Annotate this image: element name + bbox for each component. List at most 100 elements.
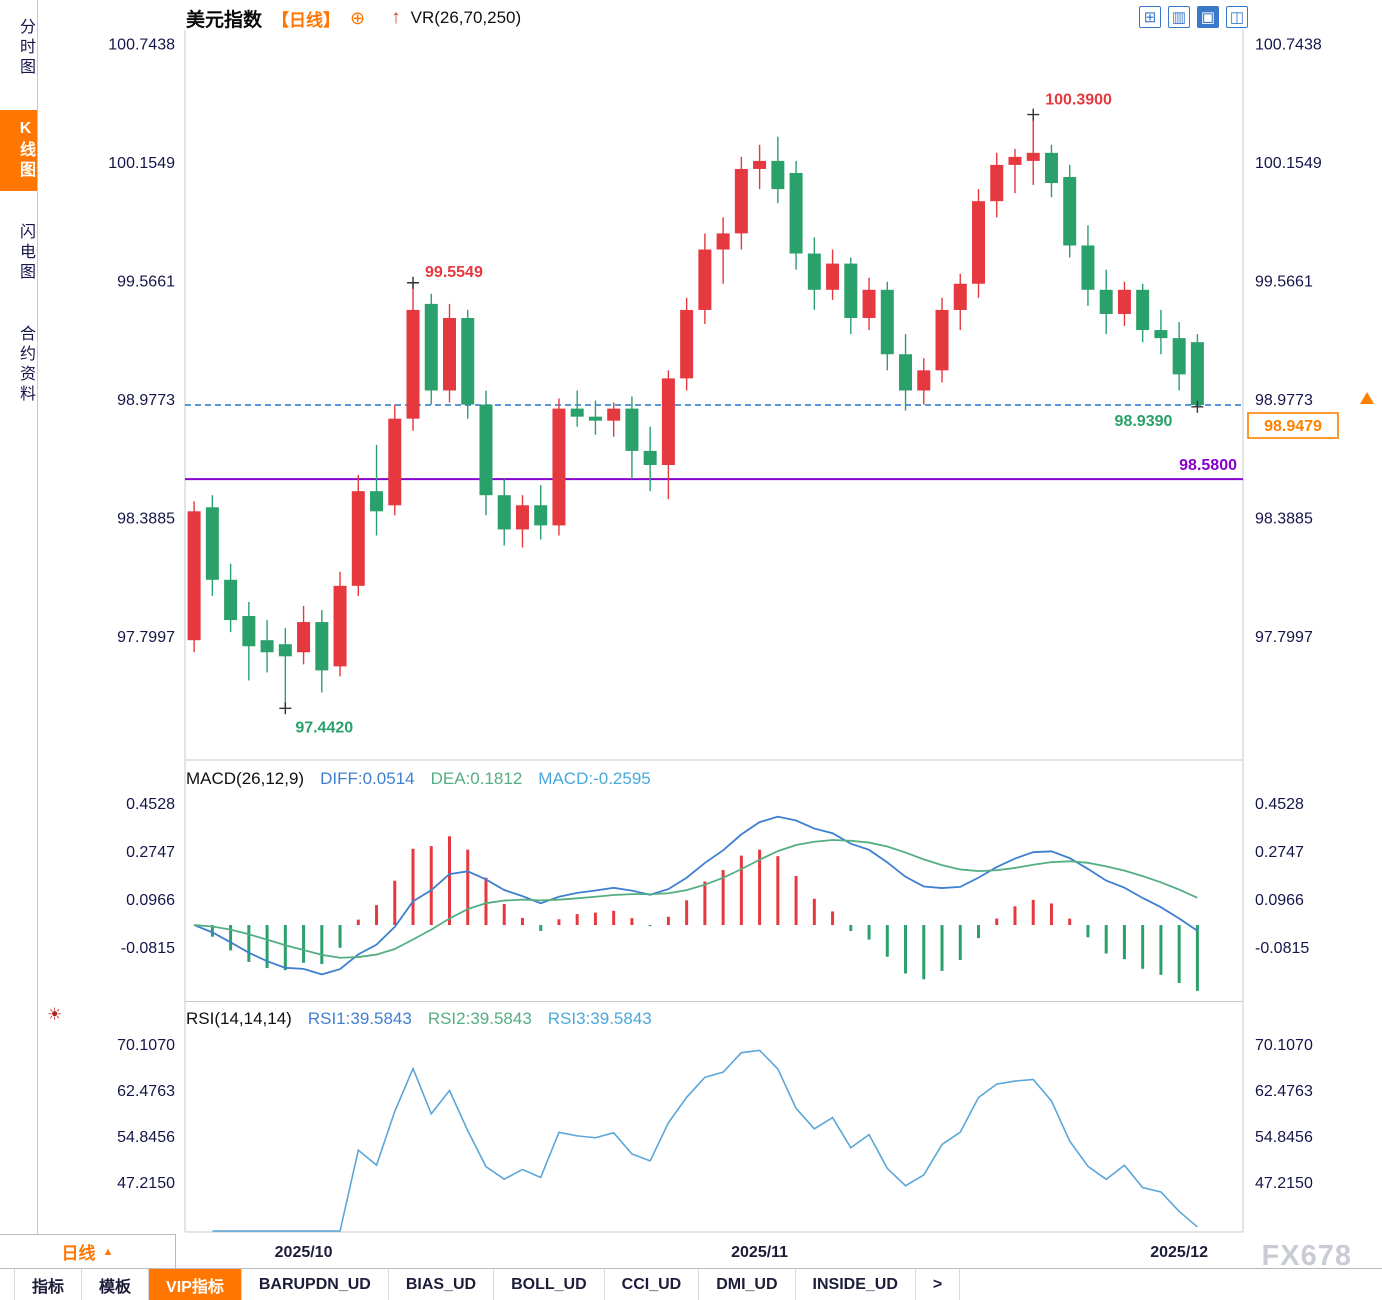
candle-body <box>315 622 329 671</box>
candle-body <box>862 289 876 318</box>
layout-columns-icon[interactable]: ▥ <box>1168 6 1190 28</box>
rsi-title[interactable]: RSI(14,14,14) <box>186 1009 292 1028</box>
up-arrow-icon: ↑ <box>391 7 401 28</box>
candle-body <box>570 408 584 417</box>
rsi2-readout: RSI2:39.5843 <box>427 1009 532 1028</box>
candle-body <box>789 172 803 254</box>
axis-tick-label: 54.8456 <box>117 1129 175 1146</box>
candle-body <box>1099 289 1113 314</box>
layout-split-icon[interactable]: ◫ <box>1226 6 1248 28</box>
axis-tick-label: 0.4528 <box>1255 796 1304 813</box>
axis-tick-label: 100.7438 <box>108 36 175 53</box>
candle-body <box>899 354 913 391</box>
axis-tick-label: 100.1549 <box>1255 155 1322 172</box>
candle-body <box>716 233 730 250</box>
layout-chart-icon[interactable]: ▣ <box>1197 6 1219 28</box>
candle-body <box>588 416 602 421</box>
axis-tick-label: 99.5661 <box>1255 274 1313 291</box>
tab-inside[interactable]: INSIDE_UD <box>796 1269 916 1300</box>
candle-body <box>771 160 785 190</box>
sidebar-item-timeshare[interactable]: 分时图 <box>17 18 34 78</box>
chart-header: 美元指数 【日线】 ⊕ ↑ VR(26,70,250) <box>186 4 521 32</box>
tab-boll[interactable]: BOLL_UD <box>494 1269 605 1300</box>
axis-tick-label: -0.0815 <box>1255 940 1309 957</box>
candle-body <box>990 164 1004 202</box>
candle-body <box>625 408 639 451</box>
axis-tick-label: 0.2747 <box>1255 844 1304 861</box>
overlay-indicator-label[interactable]: VR(26,70,250) <box>410 8 522 27</box>
macd-diff-readout: DIFF:0.0514 <box>320 769 415 788</box>
period-tag[interactable]: 【日线】 <box>272 10 341 30</box>
swing-high-label: 99.5549 <box>425 264 483 281</box>
extreme-marker-icon <box>1191 400 1204 413</box>
chart-canvas[interactable]: 100.7438 100.7438 100.1549 100.1549 99.5661 9… <box>38 0 1382 1268</box>
tab-indicators[interactable]: 指标 <box>14 1269 83 1300</box>
support-line-label: 98.5800 <box>1179 457 1237 474</box>
layout-quad-icon[interactable]: ⊞ <box>1139 6 1161 28</box>
rsi-header: RSI(14,14,14) RSI1:39.5843 RSI2:39.5843 … <box>186 1009 652 1029</box>
candle-body <box>333 585 347 667</box>
axis-tick-label: 0.0966 <box>126 892 175 909</box>
tab-templates[interactable]: 模板 <box>82 1269 150 1300</box>
candle-body <box>1154 330 1168 339</box>
axis-tick-label: 98.9773 <box>1255 392 1313 409</box>
price-tag-value: 98.9479 <box>1264 418 1322 435</box>
axis-tick-label: -0.0815 <box>121 940 175 957</box>
rsi-line <box>212 1049 1198 1232</box>
candle-body <box>1026 152 1040 161</box>
axis-tick-label: 47.2150 <box>117 1175 175 1192</box>
axis-tick-label: 100.1549 <box>108 155 175 172</box>
watermark: FX678 <box>1261 1240 1352 1272</box>
sidebar-item-kline[interactable]: K线图 <box>0 110 37 191</box>
sidebar-item-lightning[interactable]: 闪电图 <box>17 223 34 283</box>
axis-tick-label: 0.0966 <box>1255 892 1304 909</box>
add-indicator-icon[interactable]: ⊕ <box>350 7 366 28</box>
low-label: 97.4420 <box>295 719 353 736</box>
axis-tick-label: 97.7997 <box>1255 629 1313 646</box>
axis-tick-label: 70.1070 <box>1255 1037 1313 1054</box>
candle-body <box>443 317 456 391</box>
candle-body <box>680 309 694 379</box>
candle-body <box>205 507 219 580</box>
macd-dea-line <box>194 839 1198 959</box>
candle-body <box>643 450 657 465</box>
candle-body <box>388 418 402 506</box>
tab-barupdn[interactable]: BARUPDN_UD <box>242 1269 389 1300</box>
macd-histogram <box>210 836 1199 991</box>
axis-tick-label: 62.4763 <box>1255 1083 1313 1100</box>
sidebar: 分时图 K线图 闪电图 合约资料 <box>0 0 38 1234</box>
macd-hist-readout: MACD:-0.2595 <box>538 769 651 788</box>
tab-bias[interactable]: BIAS_UD <box>389 1269 495 1300</box>
candle-body <box>187 511 201 641</box>
axis-tick-label: 0.4528 <box>126 796 175 813</box>
tab-cci[interactable]: CCI_UD <box>605 1269 700 1300</box>
axis-tick-label: 70.1070 <box>117 1037 175 1054</box>
macd-header: MACD(26,12,9) DIFF:0.0514 DEA:0.1812 MAC… <box>186 769 651 789</box>
period-selector[interactable]: 日线 ▲ <box>0 1234 176 1268</box>
candle-body <box>753 160 767 169</box>
rsi1-readout: RSI1:39.5843 <box>307 1009 412 1028</box>
candle-body <box>1117 289 1131 314</box>
candle-body <box>224 579 238 621</box>
macd-title[interactable]: MACD(26,12,9) <box>186 769 305 788</box>
candle-body <box>1008 156 1022 165</box>
candle-body <box>607 408 621 421</box>
chevron-up-icon: ▲ <box>102 1245 114 1258</box>
axis-tick-label: 47.2150 <box>1255 1175 1313 1192</box>
sidebar-item-contract-info[interactable]: 合约资料 <box>17 325 34 405</box>
candle-body <box>807 253 821 290</box>
axis-tick-label: 98.3885 <box>1255 511 1313 528</box>
candle-body <box>844 263 858 318</box>
tab-dmi[interactable]: DMI_UD <box>699 1269 796 1300</box>
x-axis-month-label: 2025/11 <box>731 1244 788 1261</box>
candle-body <box>917 370 931 391</box>
candle-body <box>497 495 511 530</box>
candle-body <box>880 289 894 355</box>
candle-body <box>661 378 675 465</box>
candle-body <box>1044 152 1058 184</box>
axis-tick-label: 62.4763 <box>117 1083 175 1100</box>
indicator-settings-icon[interactable]: ☀ <box>47 1005 63 1024</box>
candle-body <box>406 309 420 419</box>
tab-vip-indicators[interactable]: VIP指标 <box>149 1269 242 1300</box>
tab-more-icon[interactable]: > <box>916 1269 961 1300</box>
